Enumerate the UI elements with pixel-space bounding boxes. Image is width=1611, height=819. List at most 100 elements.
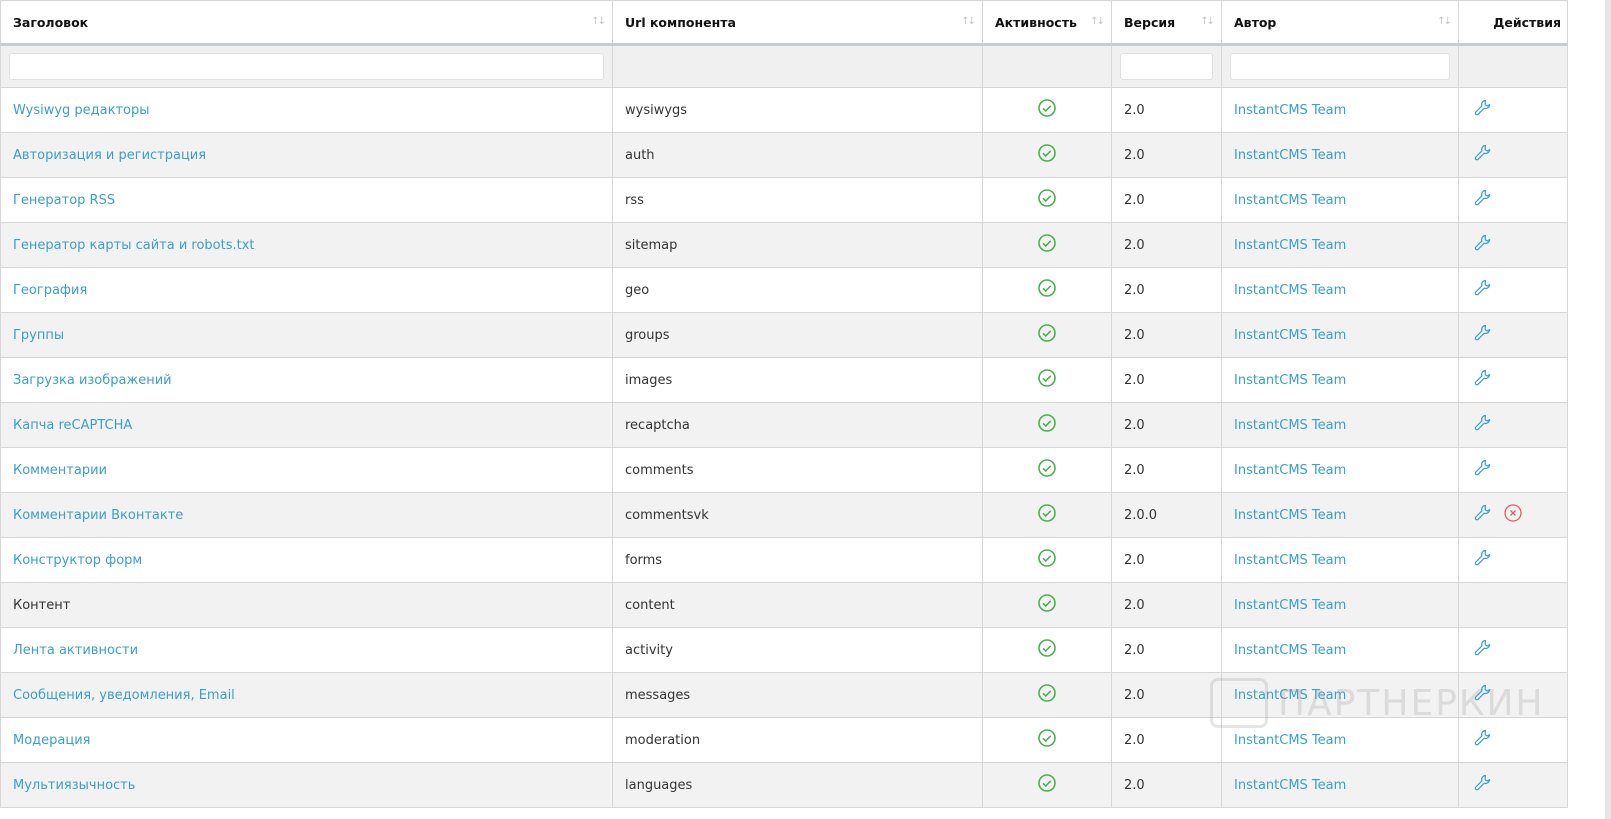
component-title-link[interactable]: Сообщения, уведомления, Email <box>13 687 235 703</box>
author-link[interactable]: InstantCMS Team <box>1234 237 1347 253</box>
wrench-icon[interactable] <box>1473 638 1493 662</box>
wrench-icon[interactable] <box>1473 188 1493 212</box>
author-link[interactable]: InstantCMS Team <box>1234 462 1347 478</box>
sort-icon[interactable]: ↑↓ <box>961 16 976 27</box>
active-cell <box>982 447 1112 493</box>
component-title-link[interactable]: Комментарии Вконтакте <box>13 507 184 523</box>
url-cell: messages <box>612 672 983 718</box>
check-circle-icon[interactable] <box>1037 99 1057 122</box>
wrench-icon[interactable] <box>1473 323 1493 347</box>
check-circle-icon[interactable] <box>1037 684 1057 707</box>
check-circle-icon[interactable] <box>1037 549 1057 572</box>
author-link[interactable]: InstantCMS Team <box>1234 102 1347 118</box>
wrench-icon[interactable] <box>1473 773 1493 797</box>
author-link[interactable]: InstantCMS Team <box>1234 192 1347 208</box>
check-circle-icon[interactable] <box>1037 504 1057 527</box>
check-circle-icon[interactable] <box>1037 594 1057 617</box>
url-cell: languages <box>612 762 983 808</box>
author-link[interactable]: InstantCMS Team <box>1234 642 1347 658</box>
author-cell: InstantCMS Team <box>1221 492 1459 538</box>
wrench-icon[interactable] <box>1473 413 1493 437</box>
author-link[interactable]: InstantCMS Team <box>1234 372 1347 388</box>
url-cell: geo <box>612 267 983 313</box>
author-link[interactable]: InstantCMS Team <box>1234 327 1347 343</box>
delete-icon[interactable] <box>1503 503 1523 527</box>
author-link[interactable]: InstantCMS Team <box>1234 597 1347 613</box>
author-link[interactable]: InstantCMS Team <box>1234 732 1347 748</box>
check-circle-icon[interactable] <box>1037 189 1057 212</box>
author-link[interactable]: InstantCMS Team <box>1234 552 1347 568</box>
header-version[interactable]: Версия ↑↓ <box>1111 0 1222 46</box>
check-circle-icon[interactable] <box>1037 729 1057 752</box>
wrench-icon[interactable] <box>1473 368 1493 392</box>
header-title[interactable]: Заголовок ↑↓ <box>0 0 613 46</box>
title-filter-input[interactable] <box>9 53 604 80</box>
component-title-link[interactable]: Генератор RSS <box>13 192 116 208</box>
active-cell <box>982 582 1112 628</box>
check-circle-icon[interactable] <box>1037 639 1057 662</box>
component-title-link[interactable]: Модерация <box>13 732 91 748</box>
author-cell: InstantCMS Team <box>1221 267 1459 313</box>
wrench-icon[interactable] <box>1473 458 1493 482</box>
author-cell: InstantCMS Team <box>1221 177 1459 223</box>
author-link[interactable]: InstantCMS Team <box>1234 282 1347 298</box>
author-filter-input[interactable] <box>1230 53 1450 80</box>
component-title-link[interactable]: География <box>13 282 88 298</box>
wrench-icon[interactable] <box>1473 278 1493 302</box>
header-active[interactable]: Активность ↑↓ <box>982 0 1112 46</box>
url-cell: commentsvk <box>612 492 983 538</box>
sort-icon[interactable]: ↑↓ <box>591 16 606 27</box>
check-circle-icon[interactable] <box>1037 414 1057 437</box>
author-cell: InstantCMS Team <box>1221 87 1459 133</box>
header-url[interactable]: Url компонента ↑↓ <box>612 0 983 46</box>
actions-cell <box>1458 762 1568 808</box>
wrench-icon[interactable] <box>1473 98 1493 122</box>
check-circle-icon[interactable] <box>1037 369 1057 392</box>
wrench-icon[interactable] <box>1473 548 1493 572</box>
wrench-icon[interactable] <box>1473 683 1493 707</box>
title-cell: Модерация <box>0 717 613 763</box>
version-cell: 2.0 <box>1111 627 1222 673</box>
sort-icon[interactable]: ↑↓ <box>1090 16 1105 27</box>
title-cell: Капча reCAPTCHA <box>0 402 613 448</box>
sort-icon[interactable]: ↑↓ <box>1200 16 1215 27</box>
author-link[interactable]: InstantCMS Team <box>1234 507 1347 523</box>
component-title-link[interactable]: Генератор карты сайта и robots.txt <box>13 237 255 253</box>
actions-cell <box>1458 357 1568 403</box>
component-title-link[interactable]: Конструктор форм <box>13 552 143 568</box>
url-cell: auth <box>612 132 983 178</box>
component-title-link[interactable]: Капча reCAPTCHA <box>13 417 133 433</box>
wrench-icon[interactable] <box>1473 233 1493 257</box>
active-cell <box>982 402 1112 448</box>
component-title-link[interactable]: Загрузка изображений <box>13 372 172 388</box>
wrench-icon[interactable] <box>1473 503 1493 527</box>
author-link[interactable]: InstantCMS Team <box>1234 147 1347 163</box>
version-filter-input[interactable] <box>1120 53 1213 80</box>
component-title-link[interactable]: Комментарии <box>13 462 107 478</box>
header-author[interactable]: Автор ↑↓ <box>1221 0 1459 46</box>
component-title-link[interactable]: Авторизация и регистрация <box>13 147 207 163</box>
component-title-link[interactable]: Группы <box>13 327 65 343</box>
check-circle-icon[interactable] <box>1037 279 1057 302</box>
check-circle-icon[interactable] <box>1037 774 1057 797</box>
component-title-link[interactable]: Лента активности <box>13 642 139 658</box>
check-circle-icon[interactable] <box>1037 324 1057 347</box>
actions-cell <box>1458 492 1568 538</box>
author-cell: InstantCMS Team <box>1221 447 1459 493</box>
url-cell: wysiwygs <box>612 87 983 133</box>
check-circle-icon[interactable] <box>1037 234 1057 257</box>
title-cell: Комментарии <box>0 447 613 493</box>
check-circle-icon[interactable] <box>1037 459 1057 482</box>
component-title-link[interactable]: Wysiwyg редакторы <box>13 102 150 118</box>
author-link[interactable]: InstantCMS Team <box>1234 417 1347 433</box>
author-link[interactable]: InstantCMS Team <box>1234 687 1347 703</box>
wrench-icon[interactable] <box>1473 143 1493 167</box>
check-circle-icon[interactable] <box>1037 144 1057 167</box>
component-title-link[interactable]: Мультиязычность <box>13 777 136 793</box>
scrollbar[interactable] <box>1605 0 1611 819</box>
table-row: Загрузка изображений images 2.0 InstantCMS … <box>0 357 1568 403</box>
author-link[interactable]: InstantCMS Team <box>1234 777 1347 793</box>
sort-icon[interactable]: ↑↓ <box>1437 16 1452 27</box>
wrench-icon[interactable] <box>1473 728 1493 752</box>
table-row: Авторизация и регистрация auth 2.0 InstantC… <box>0 132 1568 178</box>
